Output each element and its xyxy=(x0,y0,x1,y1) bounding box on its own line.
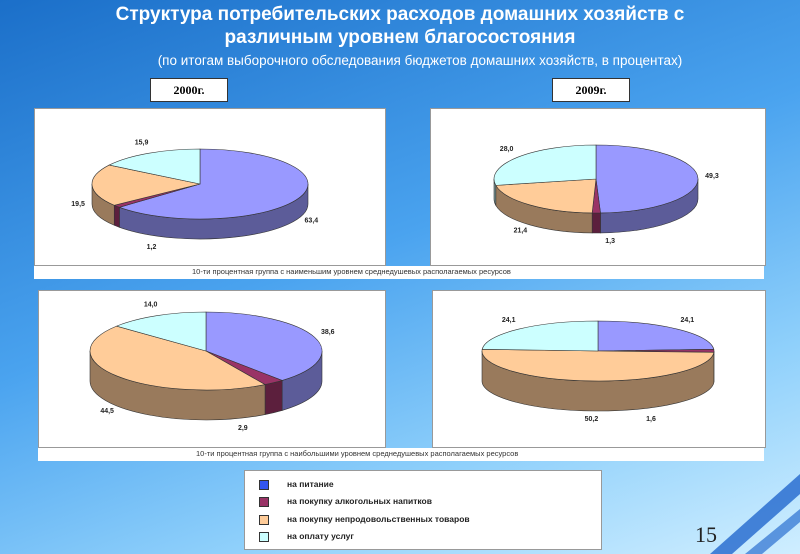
pie-label-nonfood: 21,4 xyxy=(514,227,528,234)
pie-chart-low-2009: 49,3 1,3 21,4 28,0 xyxy=(493,144,719,245)
year-label-2000: 2000г. xyxy=(150,78,228,102)
legend-label-food: на питание xyxy=(287,479,334,489)
pie-slice-services xyxy=(493,144,597,186)
pie-label-alcohol: 1,2 xyxy=(147,244,157,251)
pie-label-services: 28,0 xyxy=(500,146,514,153)
pie-side-alcohol xyxy=(113,204,120,228)
pie-slice-food xyxy=(597,320,715,352)
legend-label-nonfood: на покупку непродовольственных товаров xyxy=(287,514,470,524)
page-number: 15 xyxy=(695,522,717,547)
pie-chart-high-2000: 38,6 2,9 44,5 14,0 xyxy=(89,302,335,432)
pie-slice-services xyxy=(108,148,201,185)
page-title: Структура потребительских расходов домаш… xyxy=(115,4,685,48)
pie-slice-services xyxy=(115,311,207,352)
panel-high-2000: 38,6 2,9 44,5 14,0 xyxy=(38,290,386,448)
page-subtitle: (по итогам выборочного обследования бюдж… xyxy=(157,53,683,68)
chart-legend: на питание на покупку алкогольных напитк… xyxy=(244,470,602,550)
pie-label-alcohol: 1,6 xyxy=(646,416,656,423)
caption-high-group: 10-ти процентная группа с наибольшими ур… xyxy=(38,448,764,461)
pie-label-food: 24,1 xyxy=(680,317,694,324)
pie-slice-nonfood xyxy=(495,178,597,214)
pie-side-alcohol xyxy=(591,212,601,234)
pie-label-services: 15,9 xyxy=(135,139,149,146)
pie-label-nonfood: 19,5 xyxy=(71,201,85,208)
year-label-2009: 2009г. xyxy=(552,78,630,102)
legend-swatch-services xyxy=(259,532,269,542)
pie-slice-nonfood xyxy=(481,349,715,382)
panel-high-2009: 24,1 1,6 50,2 24,1 xyxy=(432,290,766,448)
panel-low-2009: 49,3 1,3 21,4 28,0 xyxy=(430,108,766,266)
legend-label-services: на оплату услуг xyxy=(287,531,354,541)
legend-swatch-food xyxy=(259,480,269,490)
pie-slice-nonfood xyxy=(89,325,266,391)
legend-swatch-nonfood xyxy=(259,515,269,525)
pie-slice-food xyxy=(595,144,699,214)
pie-chart-high-2009: 24,1 1,6 50,2 24,1 xyxy=(481,317,715,423)
pie-label-alcohol: 1,3 xyxy=(605,238,615,245)
pie-slice-nonfood xyxy=(91,164,201,206)
pie-slice-food xyxy=(118,148,309,220)
pie-chart-low-2000: 63,4 1,2 19,5 15,9 xyxy=(71,139,319,251)
pie-slice-food xyxy=(205,311,323,381)
pie-label-food: 38,6 xyxy=(321,329,335,336)
panel-low-2000: 63,4 1,2 19,5 15,9 xyxy=(34,108,386,266)
pie-slice-services xyxy=(481,320,599,352)
pie-side-alcohol xyxy=(264,380,283,415)
pie-label-services: 14,0 xyxy=(144,302,158,309)
pie-label-food: 49,3 xyxy=(705,173,719,180)
caption-low-group: 10-ти процентная группа с наименьшим уро… xyxy=(34,266,764,279)
pie-label-nonfood: 50,2 xyxy=(585,416,599,423)
pie-label-alcohol: 2,9 xyxy=(238,425,248,432)
decorative-stripes xyxy=(710,474,800,554)
pie-label-nonfood: 44,5 xyxy=(100,408,114,415)
legend-swatch-alcohol xyxy=(259,497,269,507)
pie-label-services: 24,1 xyxy=(502,317,516,324)
legend-label-alcohol: на покупку алкогольных напитков xyxy=(287,496,432,506)
pie-label-food: 63,4 xyxy=(305,217,319,224)
